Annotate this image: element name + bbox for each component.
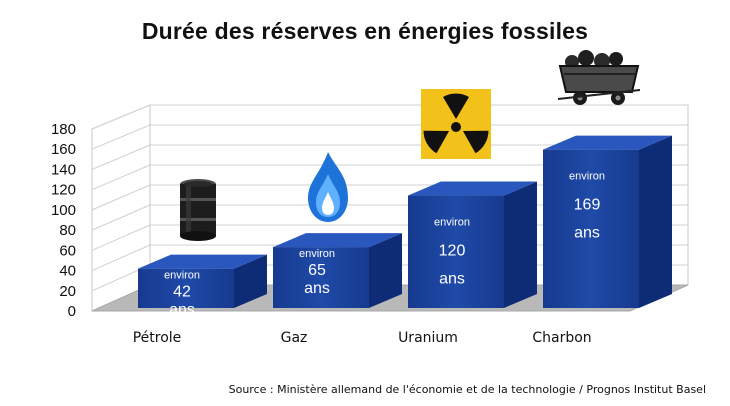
y-tick-label: 40 [59, 263, 76, 280]
grid-line [91, 244, 151, 272]
y-tick-label: 80 [59, 222, 76, 239]
bar: environ 169 ans [543, 135, 672, 308]
bar-label-prefix: environ [299, 248, 335, 260]
grid-line [91, 224, 151, 251]
bar-unit-label: ans [304, 280, 330, 297]
oil-barrel-icon [180, 179, 216, 241]
grid-line [91, 164, 151, 191]
bar-label-prefix: environ [434, 217, 470, 229]
bar-front [543, 149, 639, 308]
y-axis-ticks: 0 20 40 60 80 100 120 140 160 180 [51, 121, 76, 320]
bar: environ 120 ans [408, 181, 537, 308]
bar-label-prefix: environ [164, 270, 200, 282]
y-tick-label: 180 [51, 121, 76, 138]
x-category-label: Charbon [532, 330, 591, 346]
bar-side [369, 233, 402, 308]
bars: environ42ansenviron65ansenviron120ansenv… [138, 135, 672, 319]
y-tick-label: 60 [59, 242, 76, 259]
bar-value-label: 65 [308, 262, 326, 279]
bar-unit-label: ans [169, 302, 195, 319]
grid-line [91, 204, 151, 231]
y-tick-label: 160 [51, 141, 76, 158]
source-note: Source : Ministère allemand de l'économi… [228, 383, 706, 396]
x-category-label: Gaz [281, 330, 308, 346]
bar-value-label: 169 [574, 197, 601, 214]
bar-unit-label: ans [439, 271, 465, 288]
bar-unit-label: ans [574, 225, 600, 242]
bar-top [273, 233, 402, 248]
bar-side [234, 254, 267, 308]
y-tick-label: 20 [59, 283, 76, 300]
y-tick-label: 100 [51, 202, 76, 219]
bar-front [408, 195, 504, 308]
bar-label-prefix: environ [569, 171, 605, 183]
y-tick-label: 120 [51, 182, 76, 199]
x-category-label: Pétrole [133, 330, 182, 346]
bar-top [138, 254, 267, 269]
bar-front [138, 268, 234, 308]
grid-line [91, 124, 151, 150]
bar-value-label: 120 [439, 243, 466, 260]
y-tick-label: 140 [51, 161, 76, 178]
grid-line [91, 104, 151, 130]
bar-top [543, 135, 672, 150]
bar-front [273, 247, 369, 308]
bar-top [408, 181, 537, 196]
x-category-label: Uranium [398, 330, 458, 346]
grid-line [91, 144, 151, 170]
bar-value-label: 42 [173, 284, 191, 301]
gas-flame-icon [308, 152, 348, 222]
bar-side [504, 181, 537, 308]
radiation-icon [421, 89, 491, 159]
grid-line [91, 184, 151, 211]
y-tick-label: 0 [68, 303, 76, 320]
coal-cart-icon [557, 50, 641, 105]
bar-side [639, 135, 672, 308]
chart-title: Durée des réserves en énergies fossiles [141, 18, 589, 44]
x-axis-categories: Pétrole Gaz Uranium Charbon [133, 330, 592, 346]
